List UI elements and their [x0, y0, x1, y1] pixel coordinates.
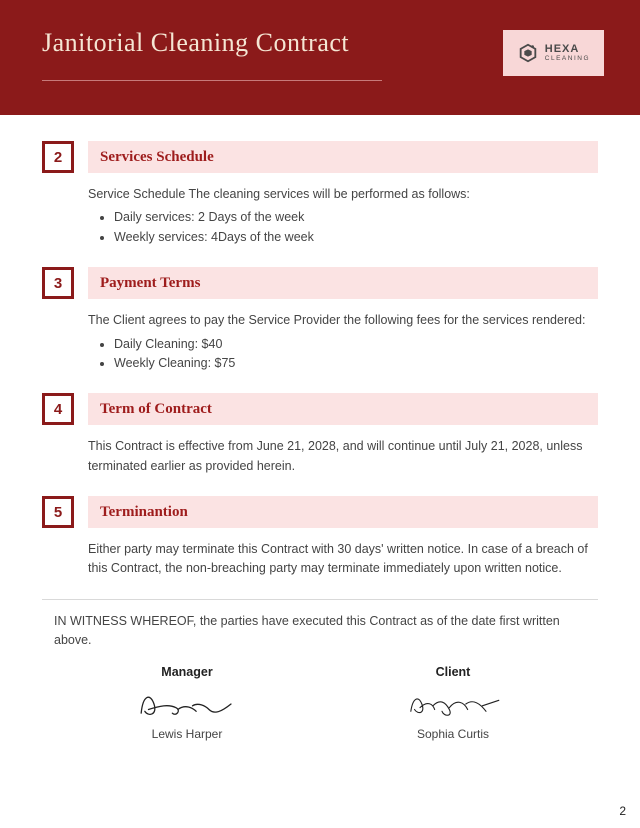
list-item: Weekly Cleaning: $75 [114, 354, 592, 373]
section-number: 4 [42, 393, 74, 425]
section-title: Payment Terms [88, 267, 598, 299]
signature-name: Lewis Harper [97, 727, 277, 741]
section-title: Terminantion [88, 496, 598, 528]
signature-name: Sophia Curtis [363, 727, 543, 741]
page-number: 2 [619, 804, 626, 818]
hexa-logo-icon [517, 42, 539, 64]
signatures-row: Manager Lewis Harper Client Sophia Curti… [0, 651, 640, 741]
section-body: This Contract is effective from June 21,… [42, 425, 598, 476]
list-item: Weekly services: 4Days of the week [114, 228, 592, 247]
section-header: 5 Terminantion [42, 496, 598, 528]
list-item: Daily Cleaning: $40 [114, 335, 592, 354]
section-number: 3 [42, 267, 74, 299]
section-title: Term of Contract [88, 393, 598, 425]
witness-text: IN WITNESS WHEREOF, the parties have exe… [0, 600, 640, 651]
section-number: 2 [42, 141, 74, 173]
section-number: 5 [42, 496, 74, 528]
section-intro: Service Schedule The cleaning services w… [88, 185, 592, 204]
section-body: Service Schedule The cleaning services w… [42, 173, 598, 247]
section-termination: 5 Terminantion Either party may terminat… [42, 496, 598, 579]
logo-name: HEXA [545, 44, 590, 55]
section-header: 4 Term of Contract [42, 393, 598, 425]
signature-mark-icon [363, 685, 543, 723]
section-title: Services Schedule [88, 141, 598, 173]
list-item: Daily services: 2 Days of the week [114, 208, 592, 227]
page-title: Janitorial Cleaning Contract [42, 28, 382, 58]
section-bullets: Daily Cleaning: $40 Weekly Cleaning: $75 [88, 335, 592, 374]
title-block: Janitorial Cleaning Contract [42, 28, 382, 81]
section-payment-terms: 3 Payment Terms The Client agrees to pay… [42, 267, 598, 373]
section-intro: Either party may terminate this Contract… [88, 540, 592, 579]
section-body: Either party may terminate this Contract… [42, 528, 598, 579]
signature-manager: Manager Lewis Harper [97, 665, 277, 741]
logo-badge: HEXA CLEANING [503, 30, 604, 76]
section-term-of-contract: 4 Term of Contract This Contract is effe… [42, 393, 598, 476]
section-intro: The Client agrees to pay the Service Pro… [88, 311, 592, 330]
page-header: Janitorial Cleaning Contract HEXA CLEANI… [0, 0, 640, 115]
section-bullets: Daily services: 2 Days of the week Weekl… [88, 208, 592, 247]
title-rule [42, 80, 382, 81]
section-header: 3 Payment Terms [42, 267, 598, 299]
signature-client: Client Sophia Curtis [363, 665, 543, 741]
signature-mark-icon [97, 685, 277, 723]
section-header: 2 Services Schedule [42, 141, 598, 173]
signature-role: Manager [97, 665, 277, 679]
section-services-schedule: 2 Services Schedule Service Schedule The… [42, 141, 598, 247]
section-body: The Client agrees to pay the Service Pro… [42, 299, 598, 373]
signature-role: Client [363, 665, 543, 679]
section-intro: This Contract is effective from June 21,… [88, 437, 592, 476]
content-area: 2 Services Schedule Service Schedule The… [0, 115, 640, 579]
logo-text: HEXA CLEANING [545, 44, 590, 63]
logo-sub: CLEANING [545, 56, 590, 63]
